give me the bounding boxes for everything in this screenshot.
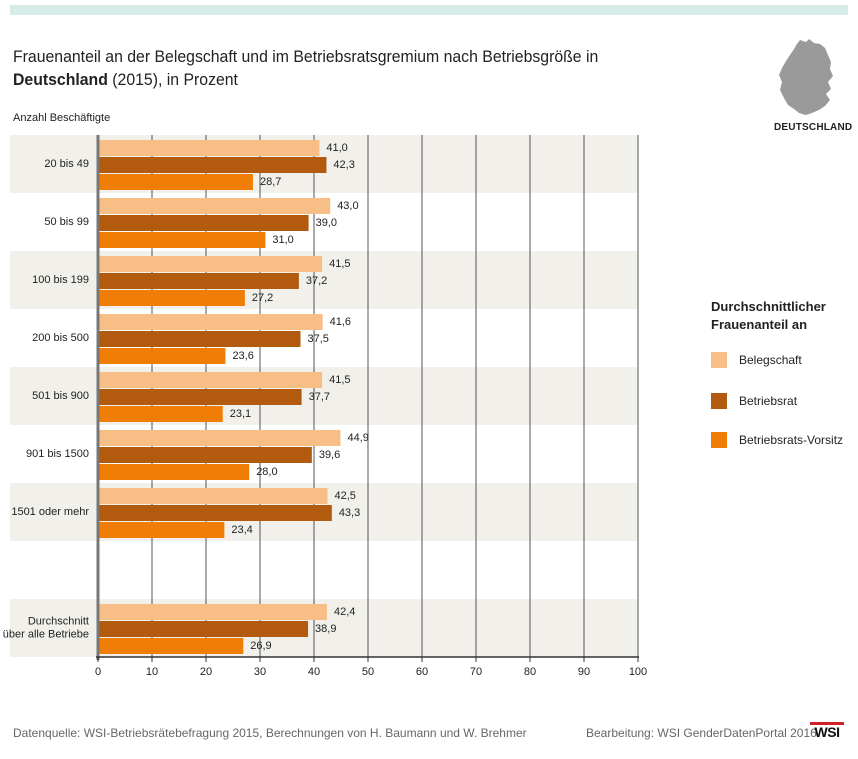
category-label: 100 bis 199: [32, 274, 89, 286]
x-tick-label: 70: [470, 666, 482, 678]
bar: [98, 604, 327, 620]
data-label: 43,0: [337, 200, 358, 212]
category-label: über alle Betriebe: [3, 628, 89, 640]
x-tick-label: 100: [629, 666, 647, 678]
wsi-logo-text: WSI: [814, 724, 840, 740]
data-label: 42,4: [334, 606, 355, 618]
data-label: 28,7: [260, 176, 281, 188]
category-label: 901 bis 1500: [26, 448, 89, 460]
x-tick-label: 60: [416, 666, 428, 678]
data-label: 41,5: [329, 258, 350, 270]
footer-source: Datenquelle: WSI-Betriebsrätebefragung 2…: [13, 726, 527, 740]
legend-swatch-belegschaft: [711, 352, 727, 368]
data-label: 41,5: [329, 374, 350, 386]
data-label: 23,4: [231, 524, 252, 536]
bar: [98, 406, 223, 422]
x-tick-label: 0: [95, 666, 101, 678]
legend-label-belegschaft: Belegschaft: [739, 353, 802, 367]
x-tick-label: 20: [200, 666, 212, 678]
data-label: 28,0: [256, 466, 277, 478]
wsi-logo-bar: [810, 722, 844, 725]
legend-title-line1: Durchschnittlicher: [711, 299, 826, 314]
bar: [98, 157, 327, 173]
wsi-logo: WSI: [810, 722, 844, 742]
bar: [98, 331, 301, 347]
category-label: 50 bis 99: [44, 216, 89, 228]
data-label: 37,5: [308, 333, 329, 345]
data-label: 39,0: [316, 217, 337, 229]
bar: [98, 215, 309, 231]
bar: [98, 232, 266, 248]
title-line1: Frauenanteil an der Belegschaft und im B…: [13, 47, 599, 66]
chart-title: Frauenanteil an der Belegschaft und im B…: [13, 45, 645, 91]
x-tick-label: 30: [254, 666, 266, 678]
top-accent-bar: [10, 5, 848, 15]
data-label: 23,6: [232, 350, 253, 362]
bar: [98, 348, 226, 364]
data-label: 38,9: [315, 623, 336, 635]
bar: [98, 638, 244, 654]
bar: [98, 290, 245, 306]
x-tick-label: 10: [146, 666, 158, 678]
title-country: Deutschland: [13, 70, 108, 89]
data-label: 42,3: [333, 159, 354, 171]
bar: [98, 505, 332, 521]
legend-swatch-betriebsrat: [711, 393, 727, 409]
x-tick-label: 40: [308, 666, 320, 678]
bar: [98, 314, 323, 330]
x-tick-label: 90: [578, 666, 590, 678]
title-year: (2015), in Prozent: [107, 70, 238, 89]
bar: [98, 174, 253, 190]
category-label: 1501 oder mehr: [11, 506, 89, 518]
category-label: Durchschnitt: [28, 615, 89, 627]
bar: [98, 389, 302, 405]
data-label: 26,9: [250, 640, 271, 652]
bar: [98, 273, 299, 289]
category-label: 20 bis 49: [44, 158, 89, 170]
data-label: 31,0: [272, 234, 293, 246]
data-label: 37,2: [306, 275, 327, 287]
legend-title: Durchschnittlicher Frauenanteil an: [711, 298, 851, 334]
data-label: 43,3: [339, 507, 360, 519]
legend-title-line2: Frauenanteil an: [711, 317, 808, 332]
map-label: DEUTSCHLAND: [774, 122, 853, 133]
legend-label-betriebsrat: Betriebsrat: [739, 394, 798, 408]
bar: [98, 488, 328, 504]
data-label: 37,7: [309, 391, 330, 403]
bar: [98, 372, 323, 388]
bar: [98, 522, 225, 538]
bar: [98, 256, 323, 272]
data-label: 42,5: [335, 490, 356, 502]
x-tick-label: 80: [524, 666, 536, 678]
bar: [98, 140, 320, 156]
footer-editor: Bearbeitung: WSI GenderDatenPortal 2016: [586, 726, 817, 740]
bar: [98, 464, 250, 480]
x-tick-label: 50: [362, 666, 374, 678]
category-label: 200 bis 500: [32, 332, 89, 344]
data-label: 39,6: [319, 449, 340, 461]
bar: [98, 430, 341, 446]
data-label: 23,1: [230, 408, 251, 420]
bar: [98, 621, 309, 637]
y-axis-title: Anzahl Beschäftigte: [13, 112, 111, 124]
data-label: 41,0: [326, 142, 347, 154]
legend-label-vorsitz: Betriebsrats-Vorsitz: [739, 433, 844, 447]
category-label: 501 bis 900: [32, 390, 89, 402]
data-label: 41,6: [330, 316, 351, 328]
data-label: 27,2: [252, 292, 273, 304]
germany-map-icon: [779, 39, 833, 115]
bar-chart: 41,0 42,3 28,7 20 bis 49 43,039,0 31,0 50 bis …: [3, 135, 647, 678]
bar: [98, 198, 331, 214]
legend-swatch-vorsitz: [711, 432, 727, 448]
data-label: 44,9: [347, 432, 368, 444]
bar: [98, 447, 312, 463]
